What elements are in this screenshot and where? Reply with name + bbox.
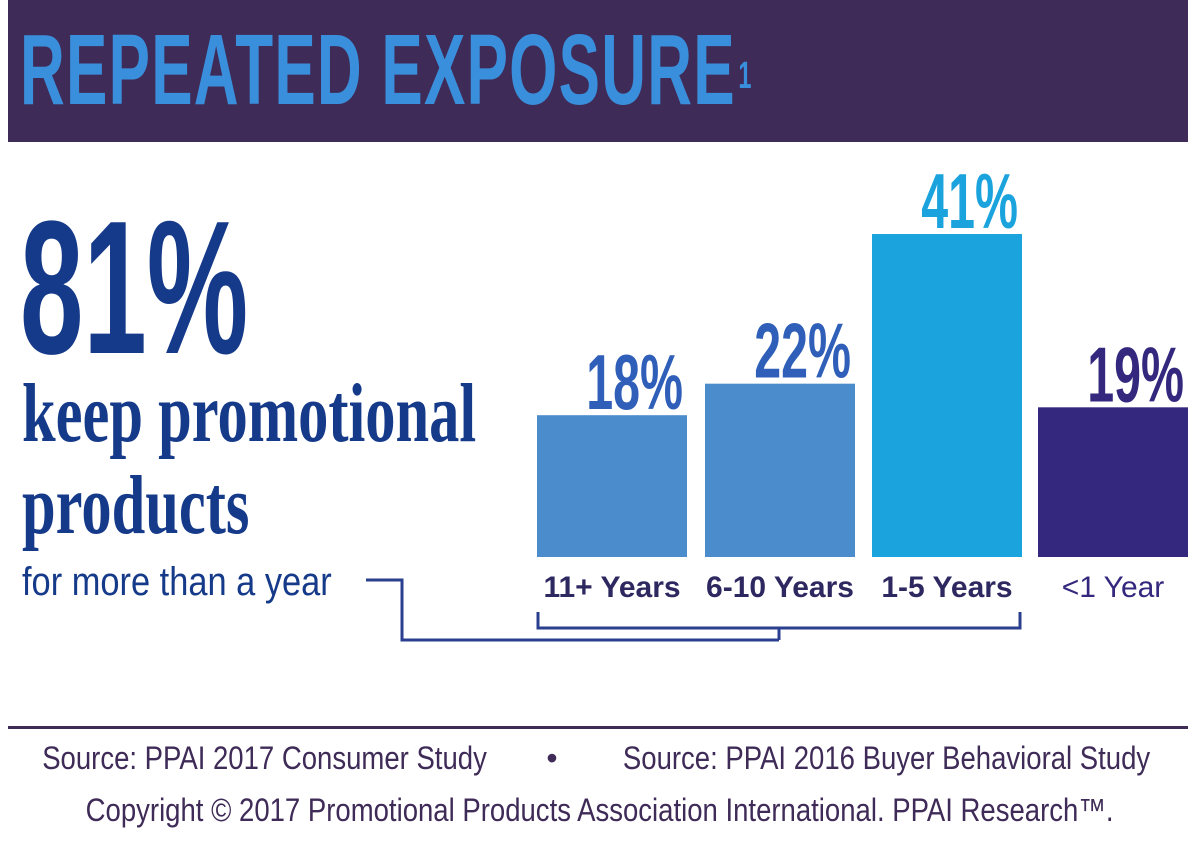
headline-line2: products: [22, 459, 250, 552]
bar-1: [705, 383, 855, 557]
category-label-2: 1-5 Years: [881, 571, 1012, 604]
headline-line1: keep promotional: [22, 367, 477, 460]
headline-connector: [366, 578, 779, 642]
value-label-0: 18%: [586, 338, 683, 426]
category-label-3: <1 Year: [1062, 571, 1165, 604]
source-2: Source: PPAI 2016 Buyer Behavioral Study: [623, 740, 1151, 776]
page-title: REPEATED EXPOSURE1: [20, 20, 753, 120]
bar-3: [1038, 407, 1188, 557]
source-1: Source: PPAI 2017 Consumer Study: [42, 740, 488, 776]
header-banner: [8, 0, 1188, 142]
title-text: REPEATED EXPOSURE: [20, 14, 736, 126]
category-label-1: 6-10 Years: [706, 571, 854, 604]
footer-divider: [8, 726, 1188, 729]
copyright-line: Copyright © 2017 Promotional Products As…: [0, 790, 1200, 830]
group-bracket: [536, 612, 1022, 640]
footnote-mark: 1: [738, 55, 753, 97]
headline-percent: 81%: [20, 182, 249, 394]
source-line: Source: PPAI 2017 Consumer Study • Sourc…: [0, 738, 1200, 778]
bar-2: [872, 234, 1022, 557]
copyright-text: Copyright © 2017 Promotional Products As…: [86, 792, 1114, 828]
value-label-2: 41%: [921, 157, 1018, 245]
value-label-3: 19%: [1087, 330, 1184, 418]
category-label-0: 11+ Years: [543, 571, 680, 604]
headline-line3: for more than a year: [22, 560, 332, 604]
bar-0: [537, 415, 687, 557]
source-bullet: •: [546, 740, 558, 776]
value-label-1: 22%: [754, 307, 851, 395]
